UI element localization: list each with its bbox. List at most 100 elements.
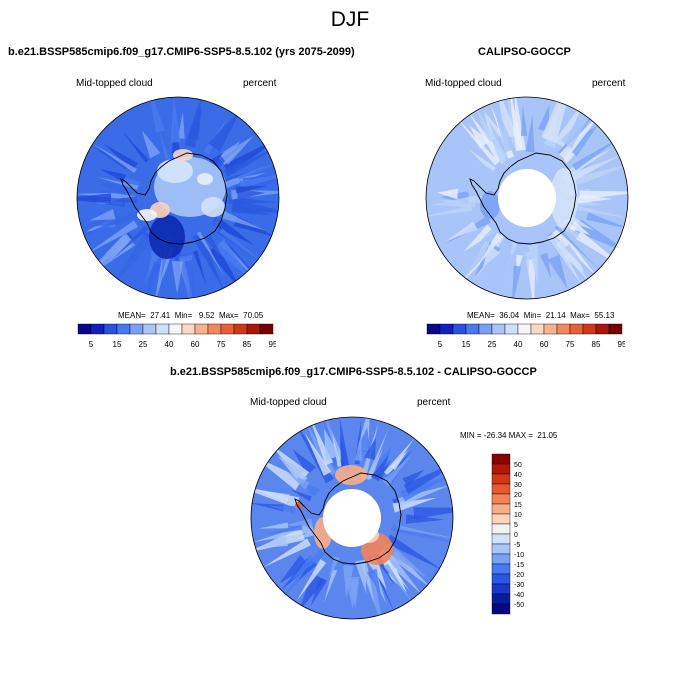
map-obs-streak bbox=[540, 252, 552, 280]
map-model-streak bbox=[239, 170, 279, 189]
map-obs bbox=[425, 96, 629, 300]
map-diff-streak bbox=[354, 433, 362, 462]
colorbar-swatch bbox=[233, 323, 248, 335]
panel-diff-variable-label: Mid-topped cloud bbox=[250, 397, 327, 408]
map-diff-streak bbox=[340, 435, 348, 467]
colorbar-swatch bbox=[491, 483, 511, 495]
map-diff-streak bbox=[251, 484, 300, 509]
panel-obs-variable-label: Mid-topped cloud bbox=[425, 78, 502, 89]
map-diff-field bbox=[251, 417, 453, 619]
map-obs-streak bbox=[431, 195, 476, 208]
map-model-streak bbox=[192, 250, 207, 286]
map-diff-boundary bbox=[250, 416, 454, 620]
map-model-streak bbox=[219, 228, 267, 266]
map-model-streak bbox=[220, 135, 254, 165]
colorbar-tick-label: 95 bbox=[618, 340, 625, 349]
map-model-streak bbox=[184, 259, 197, 299]
map-obs-streak bbox=[546, 232, 584, 287]
map-obs-streak bbox=[508, 97, 524, 152]
map-model-boundary bbox=[76, 96, 280, 300]
map-model-streak bbox=[221, 210, 265, 231]
map-model-region bbox=[149, 215, 185, 259]
map-model-streak bbox=[208, 107, 243, 152]
map-diff-streak bbox=[305, 433, 332, 476]
colorbar-swatch bbox=[491, 523, 511, 535]
colorbar-tick-label: 0 bbox=[514, 532, 518, 539]
colorbar-swatch bbox=[465, 323, 480, 335]
colorbar-tick-label: -40 bbox=[514, 592, 524, 599]
map-model bbox=[76, 96, 280, 300]
map-obs-streak bbox=[559, 111, 603, 161]
colorbar-swatch bbox=[168, 323, 183, 335]
map-model-streak bbox=[196, 231, 225, 277]
panel-model-title: b.e21.BSSP585cmip6.f09_g17.CMIP6-SSP5-8.… bbox=[8, 46, 355, 58]
colorbar-swatch bbox=[491, 453, 511, 465]
map-model-streak bbox=[223, 144, 279, 178]
map-obs-field bbox=[426, 97, 628, 299]
colorbar-tick-label: 75 bbox=[217, 340, 226, 349]
map-diff-streak bbox=[366, 568, 381, 594]
colorbar-tick-label: 25 bbox=[488, 340, 497, 349]
colorbar-obs: 5 15 25 40 60 75 85 95 bbox=[426, 323, 625, 349]
colorbar-swatch bbox=[246, 323, 261, 335]
colorbar-swatch bbox=[608, 323, 623, 335]
map-model-region bbox=[201, 197, 225, 217]
colorbar-tick-label: 25 bbox=[139, 340, 148, 349]
colorbar-tick-label: 60 bbox=[540, 340, 549, 349]
colorbar-swatch bbox=[491, 583, 511, 595]
map-diff-streak bbox=[365, 427, 389, 481]
coastline bbox=[469, 152, 577, 245]
colorbar-swatch bbox=[129, 323, 144, 335]
colorbar-swatch bbox=[478, 323, 493, 335]
map-obs-streak bbox=[526, 259, 536, 299]
map-diff-streak bbox=[370, 454, 390, 482]
panel-diff-title: b.e21.BSSP585cmip6.f09_g17.CMIP6-SSP5-8.… bbox=[170, 366, 537, 378]
colorbar-swatch bbox=[426, 323, 441, 335]
map-model-streak bbox=[177, 111, 185, 139]
map-obs-region bbox=[550, 168, 578, 228]
colorbar-swatch bbox=[556, 323, 571, 335]
map-obs-streak bbox=[586, 212, 628, 230]
colorbar-tick-label: 50 bbox=[514, 462, 522, 469]
map-diff-streak bbox=[323, 569, 338, 603]
colorbar-swatch bbox=[452, 323, 467, 335]
map-diff-streak bbox=[397, 484, 452, 507]
map-diff-streak bbox=[261, 524, 303, 535]
map-model-streak bbox=[88, 144, 129, 170]
map-obs-streak bbox=[426, 205, 473, 218]
map-model-streak bbox=[84, 220, 138, 256]
colorbar-tick-label: -20 bbox=[514, 572, 524, 579]
map-obs-streak bbox=[496, 97, 517, 139]
colorbar-swatch bbox=[142, 323, 157, 335]
map-model-streak bbox=[104, 197, 126, 208]
map-diff-streak bbox=[296, 559, 327, 602]
map-model-region bbox=[197, 173, 213, 185]
colorbar-swatch bbox=[491, 573, 511, 585]
map-obs-streak bbox=[569, 220, 591, 236]
colorbar-tick-label: 15 bbox=[514, 502, 522, 509]
colorbar-swatch bbox=[491, 543, 511, 555]
map-diff-streak bbox=[277, 456, 305, 480]
colorbar-swatch bbox=[181, 323, 196, 335]
colorbar-swatch bbox=[504, 323, 519, 335]
map-diff-no-data-region bbox=[323, 489, 381, 547]
panel-obs-units-label: percent bbox=[592, 78, 626, 89]
map-diff-streak bbox=[259, 533, 289, 549]
map-diff-streak bbox=[262, 538, 311, 568]
map-obs-streak bbox=[537, 105, 550, 132]
map-obs-no-data-region bbox=[498, 169, 556, 227]
map-obs-region bbox=[480, 191, 500, 219]
map-diff-streak bbox=[289, 489, 312, 502]
colorbar-swatch bbox=[207, 323, 222, 335]
colorbar-model: 5 15 25 40 60 75 85 95 bbox=[77, 323, 276, 349]
map-obs-streak bbox=[571, 162, 628, 188]
map-diff-streak bbox=[310, 577, 328, 606]
colorbar-swatch bbox=[116, 323, 131, 335]
map-model-streak bbox=[205, 235, 224, 259]
colorbar-swatch bbox=[582, 323, 597, 335]
map-obs-streak bbox=[522, 256, 528, 284]
map-model-streak bbox=[95, 176, 139, 190]
map-obs-streak bbox=[564, 244, 591, 275]
map-obs-streak bbox=[579, 190, 628, 200]
